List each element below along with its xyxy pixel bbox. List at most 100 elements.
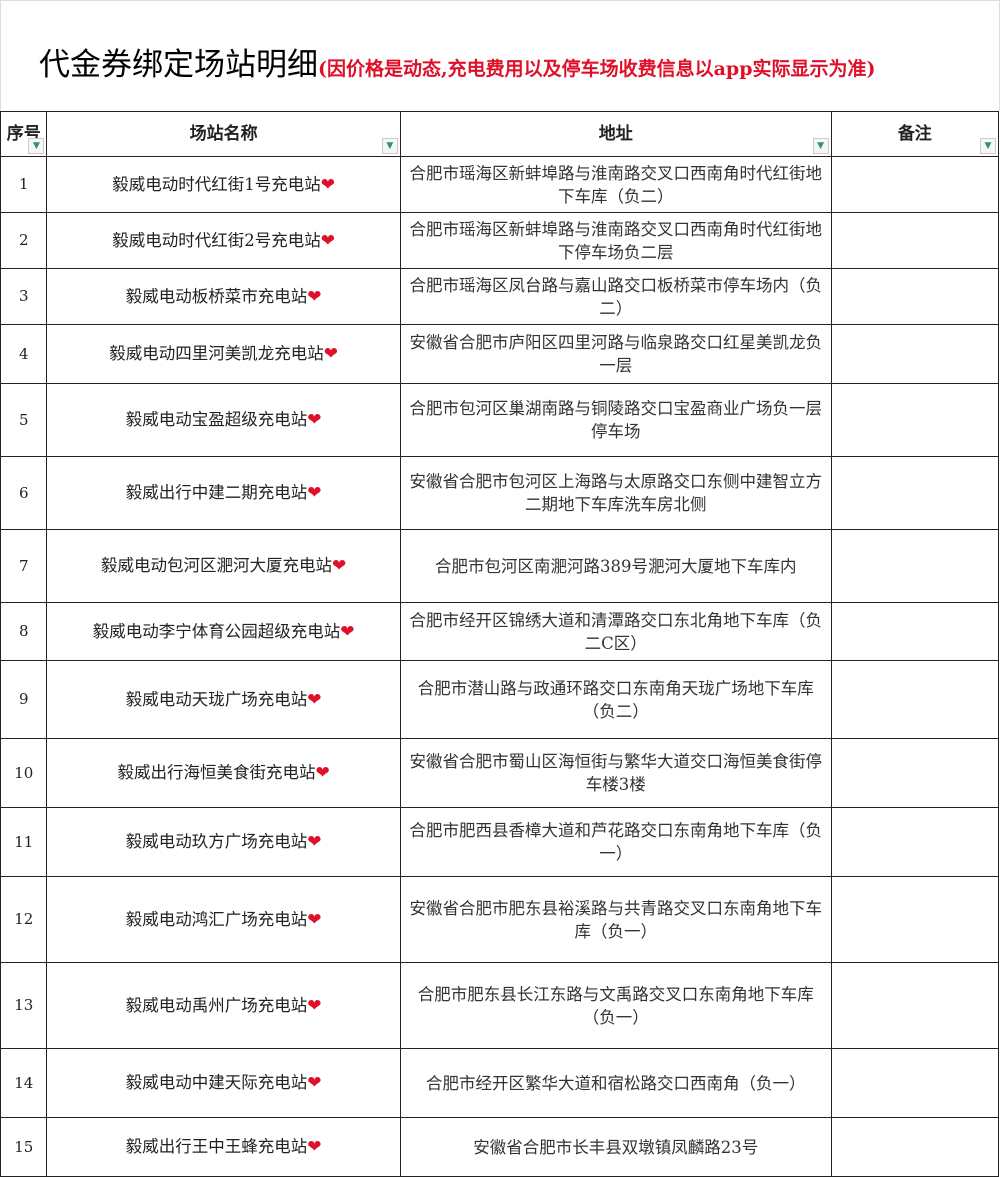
- title-note: (因价格是动态,充电费用以及停车场收费信息以app实际显示为准): [318, 58, 876, 80]
- row-number: 5: [0, 383, 48, 457]
- address-cell: 安徽省合肥市包河区上海路与太原路交口东侧中建智立方二期地下车库洗车房北侧: [399, 456, 832, 530]
- row-number: 12: [0, 876, 48, 963]
- page-title: 代金券绑定场站明细(因价格是动态,充电费用以及停车场收费信息以app实际显示为准…: [39, 39, 875, 84]
- column-header-name: 场站名称 ▼: [46, 111, 401, 157]
- heart-icon: ❤: [307, 909, 322, 930]
- heart-icon: ❤: [307, 832, 322, 852]
- remark-cell: [830, 602, 1000, 661]
- station-name: 毅威电动天珑广场充电站: [125, 689, 308, 709]
- heart-icon: ❤: [307, 995, 322, 1016]
- heart-icon: ❤: [323, 344, 339, 364]
- address-cell: 安徽省合肥市肥东县裕溪路与共青路交叉口东南角地下车库（负一）: [399, 876, 832, 963]
- row-number: 7: [0, 529, 48, 603]
- station-name: 毅威电动时代红街1号充电站: [112, 174, 321, 194]
- row-number: 11: [0, 807, 48, 877]
- heart-icon: ❤: [307, 483, 322, 503]
- remark-cell: [830, 1048, 1000, 1118]
- heart-icon: ❤: [340, 621, 355, 642]
- remark-cell: [830, 212, 1000, 269]
- table-row: 1 毅威电动时代红街1号充电站❤ 合肥市瑶海区新蚌埠路与淮南路交叉口西南角时代红街地…: [0, 156, 1000, 213]
- column-header-address: 地址 ▼: [399, 111, 832, 157]
- heart-icon: ❤: [320, 174, 336, 195]
- station-name-cell: 毅威电动鸿汇广场充电站❤: [46, 876, 401, 963]
- address-cell: 合肥市潜山路与政通环路交口东南角天珑广场地下车库（负二）: [399, 660, 832, 739]
- row-number: 3: [0, 268, 48, 325]
- row-number: 13: [0, 962, 48, 1049]
- heart-icon: ❤: [307, 286, 322, 307]
- remark-cell: [830, 268, 1000, 325]
- filter-dropdown-icon[interactable]: ▼: [980, 138, 996, 154]
- station-name: 毅威电动鸿汇广场充电站: [125, 909, 308, 929]
- address-cell: 合肥市包河区南淝河路389号淝河大厦地下车库内: [399, 529, 832, 603]
- filter-dropdown-icon[interactable]: ▼: [812, 138, 829, 154]
- row-number: 2: [0, 212, 48, 269]
- column-header-remark: 备注 ▼: [830, 111, 1000, 157]
- station-name-cell: 毅威出行中建二期充电站❤: [46, 456, 401, 530]
- table-row: 8 毅威电动李宁体育公园超级充电站❤ 合肥市经开区锦绣大道和清潭路交口东北角地下车库…: [0, 602, 1000, 661]
- address-cell: 安徽省合肥市庐阳区四里河路与临泉路交口红星美凯龙负一层: [399, 324, 832, 384]
- station-name-cell: 毅威电动禹州广场充电站❤: [46, 962, 401, 1049]
- station-name: 毅威电动包河区淝河大厦充电站: [101, 556, 333, 575]
- station-name-cell: 毅威电动板桥菜市充电站❤: [46, 268, 401, 325]
- heart-icon: ❤: [307, 1073, 322, 1093]
- address-cell: 合肥市肥东县长江东路与文禹路交叉口东南角地下车库（负一）: [399, 962, 832, 1049]
- station-name-cell: 毅威出行王中王蜂充电站❤: [46, 1117, 401, 1177]
- address-cell: 合肥市瑶海区凤台路与嘉山路交口板桥菜市停车场内（负二）: [399, 268, 832, 325]
- table-row: 9 毅威电动天珑广场充电站❤ 合肥市潜山路与政通环路交口东南角天珑广场地下车库（负二…: [0, 660, 1000, 739]
- table-row: 13 毅威电动禹州广场充电站❤ 合肥市肥东县长江东路与文禹路交叉口东南角地下车库（负…: [0, 962, 1000, 1049]
- remark-cell: [830, 529, 1000, 603]
- row-number: 9: [0, 660, 48, 739]
- station-name: 毅威电动四里河美凯龙充电站: [109, 344, 324, 363]
- row-number: 4: [0, 324, 48, 384]
- station-name-cell: 毅威电动四里河美凯龙充电站❤: [46, 324, 401, 384]
- remark-cell: [830, 324, 1000, 384]
- address-cell: 合肥市经开区锦绣大道和清潭路交口东北角地下车库（负二C区）: [399, 602, 832, 661]
- filter-dropdown-icon[interactable]: ▼: [28, 138, 45, 154]
- table-row: 3 毅威电动板桥菜市充电站❤ 合肥市瑶海区凤台路与嘉山路交口板桥菜市停车场内（负二）: [0, 268, 1000, 325]
- filter-dropdown-icon[interactable]: ▼: [381, 138, 398, 154]
- row-number: 10: [0, 738, 48, 808]
- remark-cell: [830, 156, 1000, 213]
- station-name: 毅威出行中建二期充电站: [125, 483, 308, 502]
- table-row: 10 毅威出行海恒美食街充电站❤ 安徽省合肥市蜀山区海恒街与繁华大道交口海恒美食街停…: [0, 738, 1000, 808]
- remark-cell: [830, 660, 1000, 739]
- station-name-cell: 毅威电动玖方广场充电站❤: [46, 807, 401, 877]
- heart-icon: ❤: [307, 1137, 322, 1157]
- heart-icon: ❤: [315, 763, 330, 783]
- column-header-no: 序号 ▼: [0, 111, 48, 157]
- station-name-cell: 毅威电动时代红街2号充电站❤: [46, 212, 401, 269]
- remark-cell: [830, 807, 1000, 877]
- address-cell: 合肥市瑶海区新蚌埠路与淮南路交叉口西南角时代红街地下停车场负二层: [399, 212, 832, 269]
- address-cell: 合肥市经开区繁华大道和宿松路交口西南角（负一）: [399, 1048, 832, 1118]
- station-name-cell: 毅威电动李宁体育公园超级充电站❤: [46, 602, 401, 661]
- row-number: 14: [0, 1048, 48, 1118]
- station-table: 序号 ▼ 场站名称 ▼ 地址 ▼ 备注 ▼ 1 毅威电动时代红街1号充电站❤ 合肥市瑶海区新…: [0, 111, 1000, 1177]
- row-number: 1: [0, 156, 48, 213]
- station-name-cell: 毅威电动中建天际充电站❤: [46, 1048, 401, 1118]
- address-cell: 安徽省合肥市长丰县双墩镇凤麟路23号: [399, 1117, 832, 1177]
- heart-icon: ❤: [332, 556, 347, 576]
- station-name-cell: 毅威电动天珑广场充电站❤: [46, 660, 401, 739]
- station-name: 毅威出行海恒美食街充电站: [117, 763, 316, 782]
- address-cell: 合肥市瑶海区新蚌埠路与淮南路交叉口西南角时代红街地下车库（负二）: [399, 156, 832, 213]
- station-name: 毅威电动李宁体育公园超级充电站: [92, 621, 341, 641]
- table-row: 7 毅威电动包河区淝河大厦充电站❤ 合肥市包河区南淝河路389号淝河大厦地下车库内: [0, 529, 1000, 603]
- address-cell: 合肥市包河区巢湖南路与铜陵路交口宝盈商业广场负一层停车场: [399, 383, 832, 457]
- heart-icon: ❤: [320, 230, 336, 251]
- station-name: 毅威电动宝盈超级充电站: [125, 410, 308, 429]
- address-cell: 合肥市肥西县香樟大道和芦花路交口东南角地下车库（负一）: [399, 807, 832, 877]
- remark-cell: [830, 962, 1000, 1049]
- address-cell: 安徽省合肥市蜀山区海恒街与繁华大道交口海恒美食街停车楼3楼: [399, 738, 832, 808]
- remark-cell: [830, 456, 1000, 530]
- station-name: 毅威出行王中王蜂充电站: [125, 1137, 308, 1156]
- station-name-cell: 毅威出行海恒美食街充电站❤: [46, 738, 401, 808]
- remark-cell: [830, 738, 1000, 808]
- table-row: 15 毅威出行王中王蜂充电站❤ 安徽省合肥市长丰县双墩镇凤麟路23号: [0, 1117, 1000, 1177]
- station-name-cell: 毅威电动时代红街1号充电站❤: [46, 156, 401, 213]
- row-number: 8: [0, 602, 48, 661]
- row-number: 6: [0, 456, 48, 530]
- header-label: 备注: [897, 123, 932, 144]
- table-row: 11 毅威电动玖方广场充电站❤ 合肥市肥西县香樟大道和芦花路交口东南角地下车库（负一…: [0, 807, 1000, 877]
- table-row: 4 毅威电动四里河美凯龙充电站❤ 安徽省合肥市庐阳区四里河路与临泉路交口红星美凯龙负…: [0, 324, 1000, 384]
- table-row: 5 毅威电动宝盈超级充电站❤ 合肥市包河区巢湖南路与铜陵路交口宝盈商业广场负一层停车…: [0, 383, 1000, 457]
